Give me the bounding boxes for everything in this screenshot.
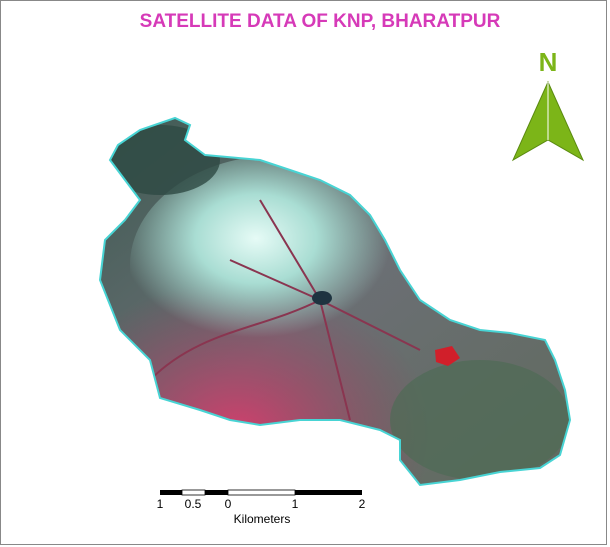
scale-label: 0.5 <box>185 497 202 511</box>
north-label: N <box>539 47 558 77</box>
map-title: SATELLITE DATA OF KNP, BHARATPUR <box>140 11 501 32</box>
scale-label: 0 <box>225 497 232 511</box>
scale-label: 1 <box>157 497 164 511</box>
scale-bar <box>160 489 362 496</box>
scale-unit: Kilometers <box>234 512 291 526</box>
scale-label: 1 <box>292 497 299 511</box>
scale-label: 2 <box>359 497 366 511</box>
park-boundary <box>98 116 572 487</box>
